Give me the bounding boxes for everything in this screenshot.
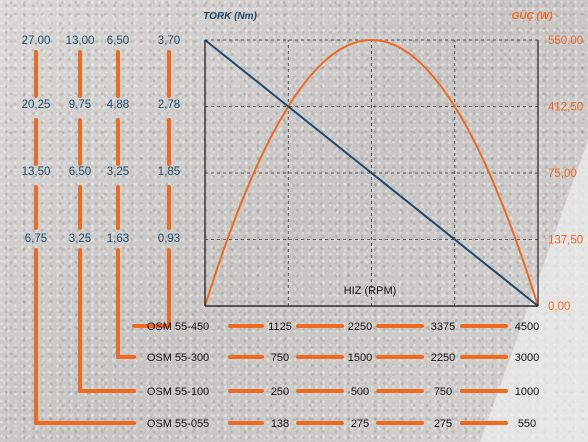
speed-value-label: 2250 bbox=[348, 321, 372, 333]
torque-tick-label: 3,25 bbox=[107, 166, 129, 178]
speed-value-label: 750 bbox=[271, 352, 289, 364]
model-label: OSM 55-300 bbox=[147, 352, 209, 364]
power-tick-label: 550,00 bbox=[548, 35, 583, 47]
torque-tick-label: 4,88 bbox=[107, 99, 129, 111]
model-label: OSM 55-055 bbox=[147, 418, 209, 430]
torque-tick-label: 1,63 bbox=[107, 233, 129, 245]
torque-axis-title: TORK (Nm) bbox=[203, 11, 257, 22]
speed-value-label: 3000 bbox=[515, 352, 539, 364]
power-tick-label: 0,00 bbox=[548, 301, 570, 313]
connector-lines bbox=[34, 50, 171, 425]
torque-tick-label: 27,00 bbox=[22, 35, 51, 47]
torque-tick-label: 0,93 bbox=[158, 233, 180, 245]
speed-value-label: 550 bbox=[518, 418, 536, 430]
torque-line bbox=[204, 39, 539, 307]
speed-value-label: 1000 bbox=[515, 386, 539, 398]
power-tick-labels: 550,00 412,50 75,00 137,50 0,00 bbox=[548, 35, 583, 313]
torque-tick-label: 20,25 bbox=[22, 99, 51, 111]
plot-series bbox=[204, 38, 539, 307]
torque-tick-label: 6,50 bbox=[107, 35, 129, 47]
power-curve-line bbox=[204, 38, 539, 307]
torque-tick-label: 2,78 bbox=[158, 99, 180, 111]
speed-value-label: 750 bbox=[434, 386, 452, 398]
x-axis-title: HIZ (RPM) bbox=[344, 285, 397, 297]
speed-value-label: 2250 bbox=[431, 352, 455, 364]
model-label: OSM 55-100 bbox=[147, 386, 209, 398]
power-tick-label: 137,50 bbox=[548, 235, 583, 247]
speed-value-label: 275 bbox=[434, 418, 452, 430]
torque-tick-labels: 27,00 20,25 13,50 6,75 13,00 9,75 6,50 3,25 6,50… bbox=[22, 35, 181, 245]
power-axis-title: GÜÇ (W) bbox=[511, 9, 553, 22]
speed-value-label: 3375 bbox=[431, 321, 455, 333]
torque-tick-label: 6,50 bbox=[69, 166, 91, 178]
speed-value-label: 500 bbox=[351, 386, 369, 398]
speed-table: OSM 55-450 1125 2250 3375 4500 OSM 55-300 750 1… bbox=[147, 321, 539, 430]
torque-tick-label: 9,75 bbox=[69, 99, 91, 111]
speed-value-label: 1500 bbox=[348, 352, 372, 364]
speed-value-label: 1125 bbox=[268, 321, 292, 333]
torque-tick-label: 13,50 bbox=[22, 166, 51, 178]
torque-tick-label: 3,25 bbox=[69, 233, 91, 245]
speed-value-label: 138 bbox=[271, 418, 289, 430]
torque-tick-label: 13,00 bbox=[66, 35, 95, 47]
power-tick-label: 75,00 bbox=[548, 168, 577, 180]
speed-value-label: 250 bbox=[271, 386, 289, 398]
model-label: OSM 55-450 bbox=[147, 321, 209, 333]
speed-value-label: 4500 bbox=[515, 321, 539, 333]
speed-value-label: 275 bbox=[351, 418, 369, 430]
torque-tick-label: 1,85 bbox=[158, 166, 180, 178]
power-tick-label: 412,50 bbox=[548, 102, 583, 114]
torque-tick-label: 3,70 bbox=[158, 35, 180, 47]
torque-tick-label: 6,75 bbox=[25, 233, 47, 245]
